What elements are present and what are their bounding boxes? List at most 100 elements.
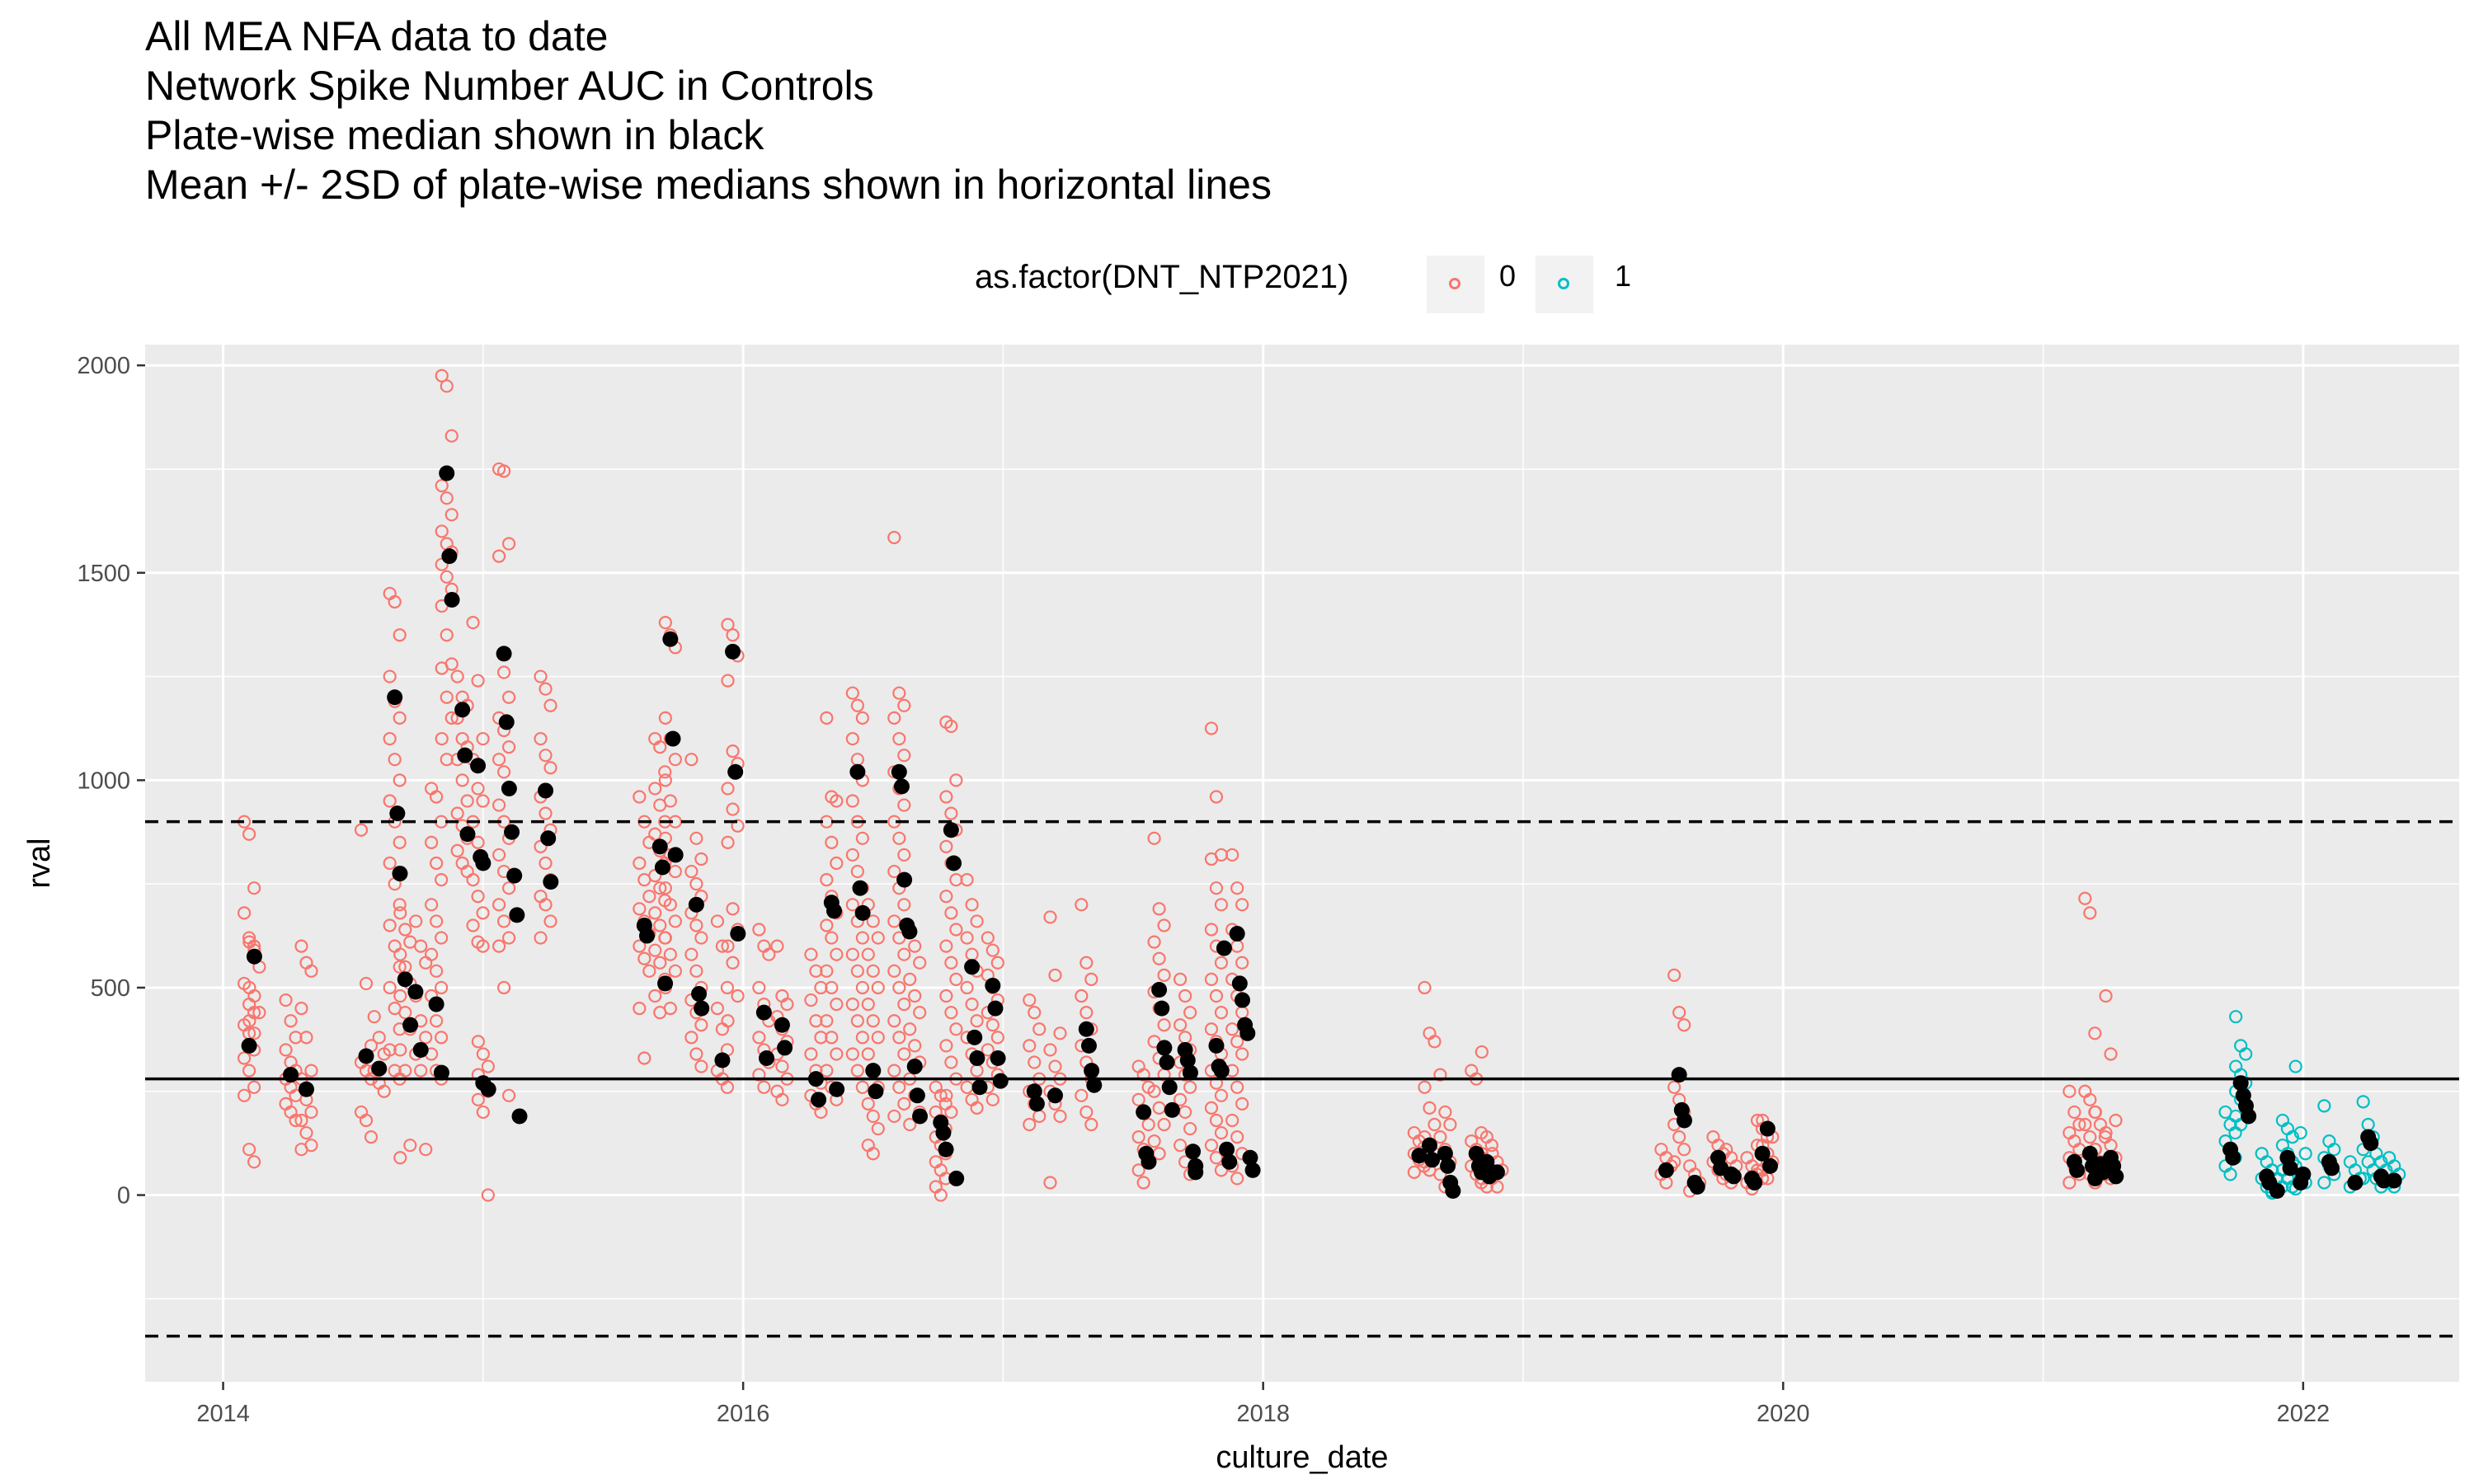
data-point	[2239, 1047, 2253, 1061]
data-point	[383, 669, 397, 683]
data-point	[1075, 989, 1089, 1003]
median-point	[1725, 1168, 1742, 1185]
data-point	[1043, 1176, 1057, 1190]
data-point	[845, 1047, 859, 1061]
data-point	[1433, 1068, 1447, 1082]
data-point	[1147, 1084, 1161, 1098]
data-point	[476, 939, 490, 953]
data-point	[2083, 1092, 2097, 1106]
data-point	[534, 931, 548, 945]
data-point	[1048, 1059, 1062, 1073]
data-point	[752, 1031, 766, 1045]
median-point	[397, 971, 413, 988]
data-point	[775, 1059, 789, 1073]
data-point	[855, 1031, 869, 1045]
data-point	[939, 939, 953, 953]
data-point	[658, 931, 672, 945]
median-point	[2282, 1160, 2298, 1176]
median-point	[854, 904, 871, 921]
data-point	[1131, 1092, 1145, 1106]
data-point	[897, 848, 911, 862]
data-point	[471, 835, 485, 849]
data-point	[908, 1039, 922, 1053]
legend-label-0: 0	[1499, 259, 1517, 293]
data-point	[897, 898, 911, 912]
data-point	[965, 898, 979, 912]
data-point	[694, 852, 708, 866]
data-point	[476, 794, 490, 808]
median-point	[852, 880, 868, 896]
median-point	[1151, 981, 1168, 998]
data-point	[1209, 790, 1224, 804]
data-point	[1230, 881, 1244, 895]
data-point	[2234, 1117, 2248, 1132]
data-point	[845, 947, 859, 961]
median-point	[480, 1081, 496, 1097]
data-point	[653, 740, 667, 754]
data-point	[855, 1080, 869, 1094]
median-point	[392, 866, 408, 882]
data-point	[367, 1010, 381, 1024]
data-point	[897, 997, 911, 1012]
median-point	[938, 1141, 954, 1158]
data-point	[450, 669, 464, 683]
data-point	[804, 993, 818, 1007]
data-point	[845, 731, 859, 746]
data-point	[492, 939, 506, 953]
data-point	[866, 914, 880, 928]
data-point	[658, 765, 672, 779]
data-point	[949, 1022, 963, 1036]
data-point	[866, 964, 880, 978]
median-point	[1244, 1162, 1261, 1178]
median-point	[694, 1000, 710, 1017]
data-point	[1667, 1080, 1681, 1094]
data-point	[648, 782, 662, 796]
data-point	[543, 761, 557, 775]
data-point	[1136, 1176, 1150, 1190]
data-point	[855, 931, 869, 945]
data-point	[944, 906, 958, 920]
data-point	[648, 906, 662, 920]
data-point	[633, 790, 647, 804]
median-point	[2324, 1160, 2340, 1176]
data-point	[871, 1031, 885, 1045]
data-point	[1028, 1055, 1042, 1069]
data-point	[684, 864, 698, 879]
data-point	[2327, 1143, 2341, 1157]
data-point	[1214, 1125, 1229, 1140]
data-point	[2099, 1125, 2113, 1140]
data-point	[1204, 852, 1219, 866]
data-point	[1152, 902, 1166, 916]
data-point	[726, 956, 740, 970]
data-point	[2083, 1130, 2097, 1144]
data-point	[294, 1113, 308, 1128]
data-point	[466, 616, 480, 630]
data-point	[939, 989, 953, 1003]
data-point	[1084, 972, 1098, 986]
x-tick-label: 2016	[717, 1401, 770, 1427]
median-point	[1141, 1153, 1157, 1170]
data-point	[1157, 968, 1171, 982]
data-point	[476, 1047, 490, 1061]
data-point	[2285, 1130, 2300, 1144]
data-point	[430, 856, 444, 871]
median-point	[971, 1079, 988, 1096]
data-point	[689, 831, 703, 845]
data-point	[897, 749, 911, 763]
data-point	[539, 682, 553, 696]
data-point	[720, 980, 735, 995]
data-point	[2062, 1084, 2077, 1098]
data-point	[496, 464, 511, 478]
median-point	[891, 763, 907, 780]
data-point	[383, 1043, 397, 1057]
data-point	[653, 881, 667, 895]
data-point	[492, 753, 506, 767]
data-point	[414, 939, 428, 953]
median-point	[1086, 1077, 1103, 1093]
median-point	[2081, 1145, 2098, 1162]
median-point	[387, 689, 403, 706]
data-point	[653, 956, 667, 970]
data-point	[466, 918, 480, 932]
median-point	[509, 907, 525, 923]
data-point	[398, 923, 412, 937]
